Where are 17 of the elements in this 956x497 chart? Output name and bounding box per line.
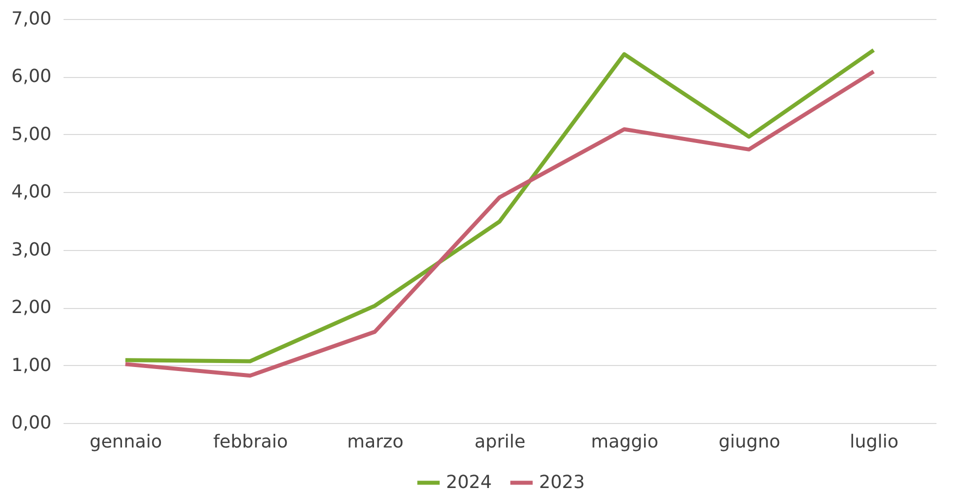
legend-label: 2023 <box>539 472 585 493</box>
y-tick-label: 4,00 <box>11 182 52 203</box>
x-tick-label: gennaio <box>90 432 162 452</box>
y-tick-label: 2,00 <box>11 297 52 318</box>
legend-label: 2024 <box>446 472 492 493</box>
y-tick-label: 3,00 <box>11 239 52 260</box>
y-tick-label: 0,00 <box>11 412 52 434</box>
y-tick-label: 1,00 <box>11 354 52 376</box>
x-tick-label: giugno <box>718 432 780 452</box>
x-tick-label: aprile <box>474 432 526 452</box>
x-tick-label: luglio <box>850 432 899 452</box>
y-tick-label: 6,00 <box>11 66 52 88</box>
x-tick-label: febbraio <box>213 432 288 452</box>
x-tick-label: marzo <box>347 432 404 452</box>
y-tick-label: 7,00 <box>11 8 52 30</box>
x-tick-label: maggio <box>590 432 658 452</box>
y-tick-label: 5,00 <box>11 124 52 145</box>
